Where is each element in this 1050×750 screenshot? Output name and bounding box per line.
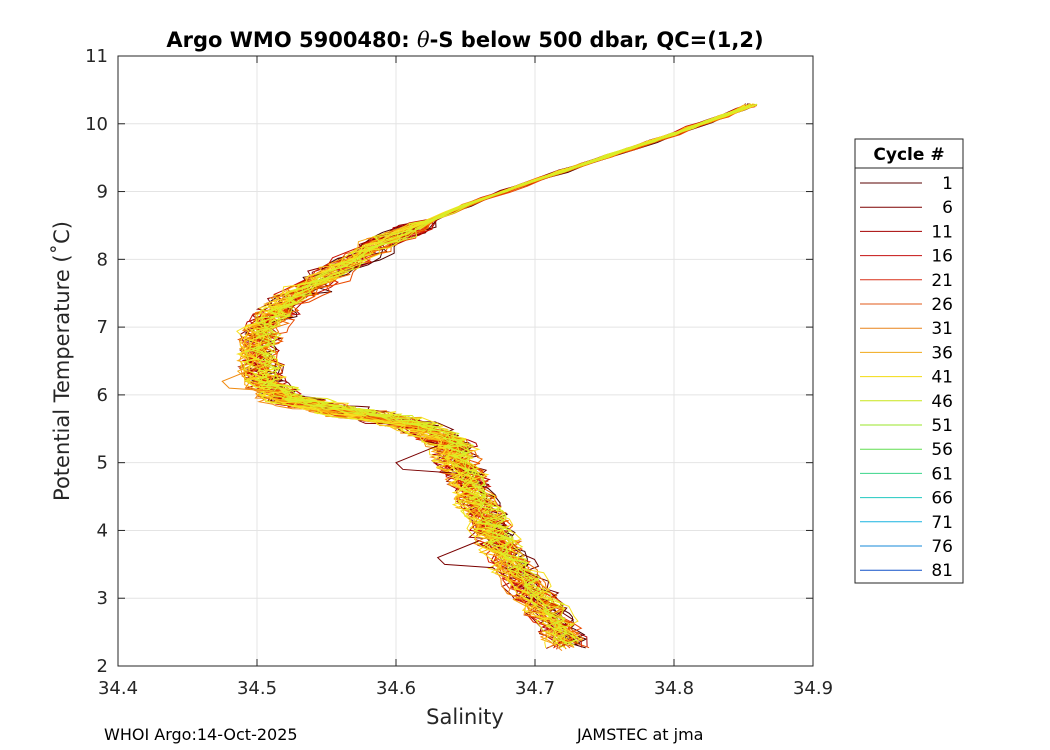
- excursion-line: [395, 445, 452, 474]
- profile-line: [241, 105, 747, 648]
- legend-box: [854, 138, 964, 584]
- profile-line: [244, 105, 750, 646]
- grid: [118, 56, 813, 666]
- y-tick-label: 8: [97, 249, 108, 270]
- x-tick-label: 34.7: [515, 678, 555, 699]
- legend-label: 6: [942, 198, 953, 218]
- x-tick-label: 34.6: [376, 678, 416, 699]
- profile-line: [244, 106, 748, 649]
- x-axis-label: Salinity: [426, 705, 504, 729]
- legend-label: 56: [931, 440, 953, 460]
- legend-label: 36: [931, 343, 953, 363]
- legend-label: 46: [931, 392, 953, 412]
- profile-line: [238, 104, 748, 651]
- legend-label: 71: [931, 513, 953, 533]
- y-axis-label: Potential Temperature (˚C): [50, 221, 74, 501]
- x-tick-label: 34.8: [654, 678, 694, 699]
- y-tick-label: 11: [85, 46, 108, 67]
- profile-line: [258, 104, 757, 646]
- profile-line: [236, 104, 744, 645]
- y-tick-label: 9: [97, 182, 108, 203]
- y-tick-label: 2: [97, 656, 108, 677]
- x-tick-label: 34.5: [237, 678, 277, 699]
- profile-lines: [221, 103, 758, 651]
- y-tick-label: 5: [97, 453, 108, 474]
- profile-line: [244, 105, 745, 645]
- profile-line: [249, 104, 758, 646]
- y-tick-label: 7: [97, 317, 108, 338]
- profile-line: [239, 105, 745, 647]
- y-tick-label: 10: [85, 114, 108, 135]
- profile-line: [254, 103, 758, 644]
- excursion-line: [436, 540, 494, 569]
- profile-line: [251, 106, 753, 647]
- profile-line: [236, 103, 751, 649]
- plot-area: [117, 55, 814, 667]
- legend-label: 51: [931, 416, 953, 436]
- axis-ticks: 34.4 34.5 34.6 34.7 34.8 34.9 2 3 4 5 6 7 8 9 10 11: [85, 46, 833, 699]
- legend-title: Cycle #: [873, 145, 944, 165]
- profile-line: [242, 105, 746, 648]
- x-tick-label: 34.9: [793, 678, 833, 699]
- legend-label: 66: [931, 489, 953, 509]
- legend-label: 81: [931, 561, 953, 581]
- legend-label: 76: [931, 537, 953, 557]
- legend-label: 61: [931, 464, 953, 484]
- legend-label: 21: [931, 271, 953, 291]
- legend-label: 41: [931, 368, 953, 388]
- legend-label: 1: [942, 174, 953, 194]
- y-tick-label: 4: [97, 520, 108, 541]
- legend-label: 11: [931, 222, 953, 242]
- chart-title: Argo WMO 5900480: θ-S below 500 dbar, QC…: [166, 28, 763, 52]
- legend-label: 31: [931, 319, 953, 339]
- legend-label: 16: [931, 247, 953, 267]
- excursion-line: [221, 363, 278, 392]
- footer-credit: JAMSTEC at jma: [577, 725, 704, 744]
- y-tick-label: 3: [97, 588, 108, 609]
- y-tick-label: 6: [97, 385, 108, 406]
- profile-line: [237, 103, 750, 649]
- footer-source: WHOI Argo:14-Oct-2025: [104, 725, 298, 744]
- profile-line: [252, 104, 752, 648]
- x-tick-label: 34.4: [98, 678, 138, 699]
- legend-label: 26: [931, 295, 953, 315]
